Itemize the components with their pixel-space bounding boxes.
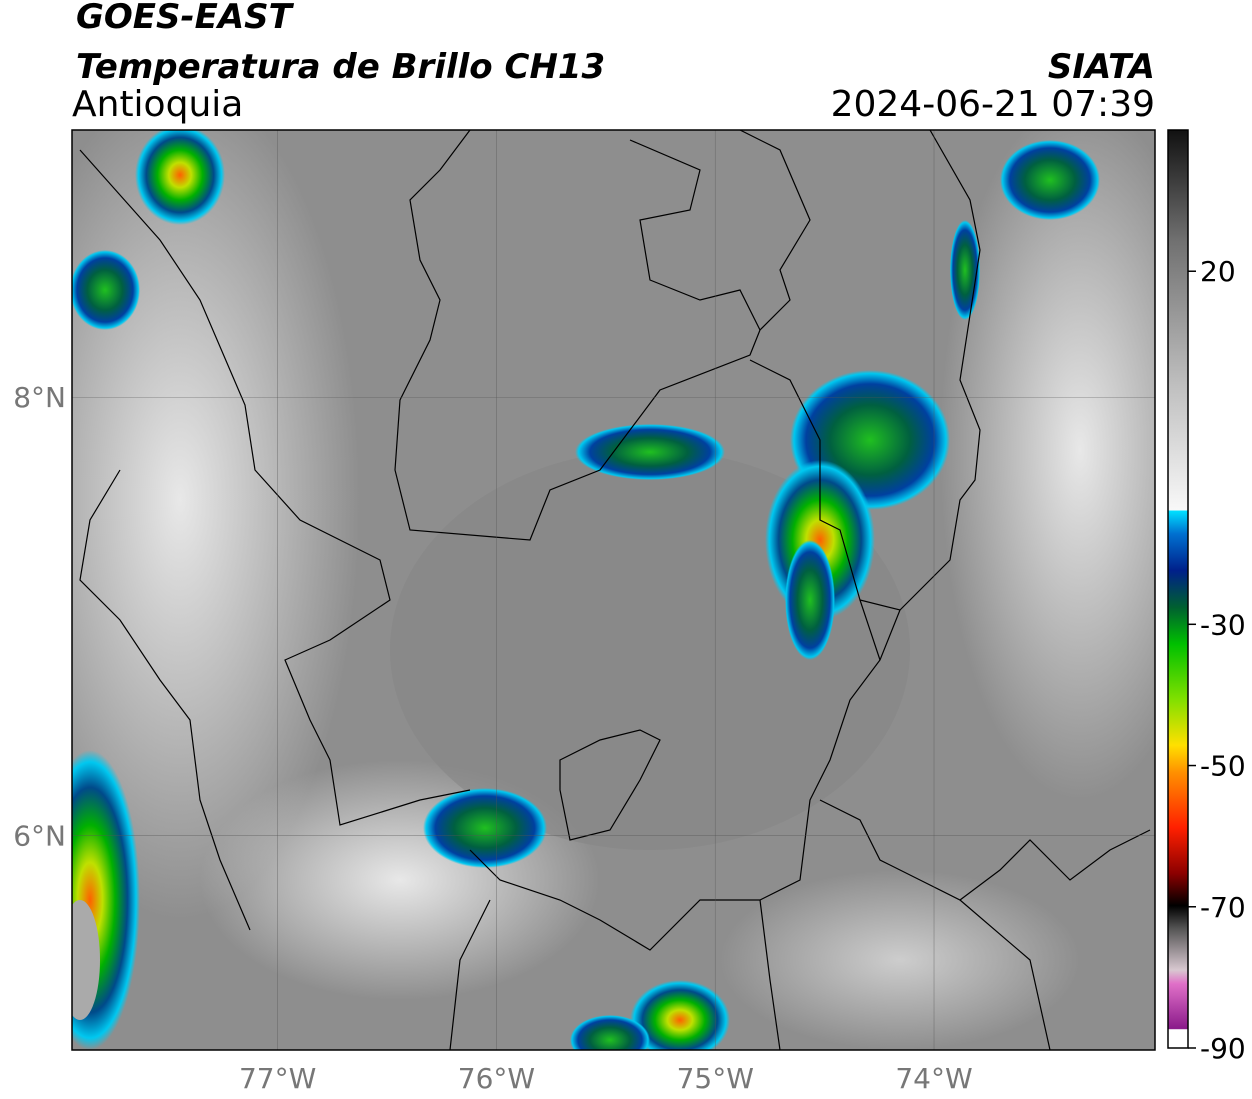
x-tick-label: 76°W (458, 1062, 535, 1095)
datetime-label: 2024-06-21 07:39 (831, 84, 1155, 125)
y-tick-label: 8°N (13, 381, 66, 414)
x-tick-label: 77°W (239, 1062, 316, 1095)
satellite-title: GOES-EAST (76, 0, 295, 37)
grid (72, 130, 1155, 1050)
map-image (72, 130, 1155, 1050)
colorbar-tick-label: -50 (1200, 750, 1246, 783)
colorbar-tick-label: -90 (1200, 1032, 1246, 1065)
map-frame (71, 129, 1156, 1051)
source-label: SIATA (1048, 47, 1155, 87)
y-tick-label: 6°N (13, 819, 66, 852)
colorbar-tick-label: -70 (1200, 891, 1246, 924)
product-title: Temperatura de Brillo CH13 (76, 47, 605, 87)
colorbar (1167, 129, 1189, 1049)
region-label: Antioquia (72, 84, 243, 125)
x-tick-label: 75°W (677, 1062, 754, 1095)
colorbar-tick-label: 20 (1200, 255, 1236, 288)
x-tick-label: 74°W (895, 1062, 972, 1095)
colorbar-tick-label: -30 (1200, 608, 1246, 641)
